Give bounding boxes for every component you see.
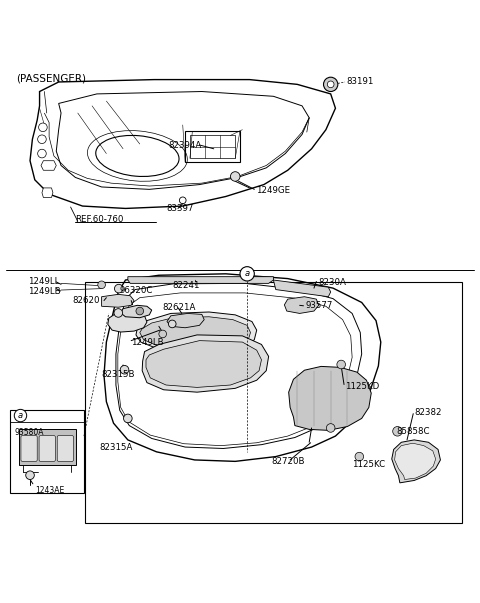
Polygon shape [42,188,53,197]
Polygon shape [284,297,319,314]
Circle shape [159,330,167,338]
Text: 83397: 83397 [166,204,193,213]
Circle shape [123,414,132,423]
Text: 96320C: 96320C [120,286,153,294]
Text: a: a [18,411,23,420]
Polygon shape [142,335,269,392]
Circle shape [14,409,27,421]
Text: 82720B: 82720B [271,457,304,466]
Polygon shape [395,443,436,479]
Circle shape [26,471,34,479]
Circle shape [37,150,46,158]
Text: a: a [245,270,250,279]
FancyBboxPatch shape [10,410,84,493]
Text: REF.60-760: REF.60-760 [75,215,124,224]
Text: 1249LB: 1249LB [28,286,60,295]
Polygon shape [146,341,262,387]
FancyBboxPatch shape [39,435,55,461]
FancyBboxPatch shape [19,429,76,465]
Polygon shape [288,367,371,431]
Text: 1125KD: 1125KD [345,382,379,391]
Text: 8230A: 8230A [319,279,347,288]
Polygon shape [128,277,274,283]
Circle shape [230,172,240,182]
Polygon shape [392,440,441,483]
Text: 1249GE: 1249GE [256,186,290,195]
Circle shape [327,81,334,87]
Text: 82620: 82620 [72,295,99,305]
Circle shape [114,309,122,317]
Circle shape [120,365,129,374]
Circle shape [324,77,338,92]
Text: 82315B: 82315B [102,370,135,379]
Text: 82315A: 82315A [99,443,132,452]
FancyBboxPatch shape [57,435,73,461]
Polygon shape [274,280,331,297]
Text: 82241: 82241 [172,281,200,290]
Polygon shape [140,317,251,349]
Circle shape [136,307,144,315]
Text: 82382: 82382 [414,408,442,417]
Circle shape [337,360,346,369]
Text: 85858C: 85858C [396,427,430,436]
Circle shape [38,123,47,131]
Polygon shape [108,311,147,332]
Circle shape [326,424,335,432]
Circle shape [98,281,106,289]
Text: 1243AE: 1243AE [35,485,64,494]
Polygon shape [102,294,134,307]
Circle shape [240,267,254,281]
Polygon shape [41,161,56,170]
Circle shape [168,320,176,328]
Text: (PASSENGER): (PASSENGER) [16,74,86,83]
Text: 1125KC: 1125KC [352,460,385,469]
Text: 1249LB: 1249LB [131,338,164,347]
Text: 82621A: 82621A [163,303,196,312]
Polygon shape [136,312,257,352]
Text: 93577: 93577 [306,301,333,310]
Circle shape [393,426,402,436]
Polygon shape [167,314,204,328]
Text: 83191: 83191 [346,77,373,86]
Text: 82394A: 82394A [168,142,202,150]
Circle shape [115,285,123,293]
Circle shape [37,135,46,144]
Circle shape [355,452,364,461]
Text: 93580A: 93580A [15,428,44,437]
FancyBboxPatch shape [21,435,37,461]
Text: 1249LL: 1249LL [28,277,59,286]
Polygon shape [120,305,152,318]
